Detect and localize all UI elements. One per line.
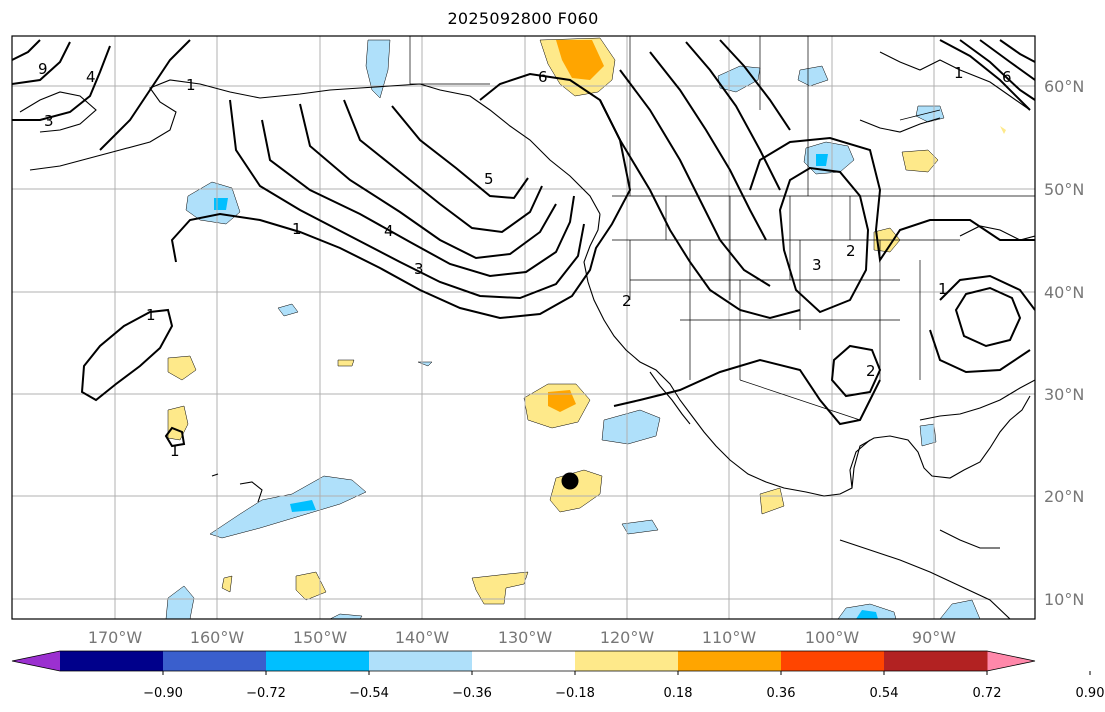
- contour-label: 1: [954, 64, 964, 82]
- lat-label: 10°N: [1044, 590, 1084, 609]
- lon-label: 160°W: [190, 628, 245, 647]
- colorbar-segment: [60, 651, 164, 671]
- contour-label: 3: [414, 260, 424, 278]
- lon-label: 90°W: [912, 628, 956, 647]
- lon-label: 140°W: [395, 628, 450, 647]
- colorbar-segment: [369, 651, 473, 671]
- contour-label: 1: [292, 220, 302, 238]
- contour-label: 1: [170, 442, 180, 460]
- colorbar-tick-label: 0.36: [767, 686, 796, 701]
- contour-label: 2: [866, 362, 876, 380]
- colorbar-segment: [781, 651, 885, 671]
- colorbar-outline: [11, 650, 1036, 672]
- contour-label: 6: [1002, 68, 1012, 86]
- gridlines: [12, 36, 1035, 619]
- colorbar-tick-label: 0.72: [973, 686, 1002, 701]
- colorbar-segment: [575, 651, 679, 671]
- lon-label: 120°W: [600, 628, 655, 647]
- lon-label: 150°W: [293, 628, 348, 647]
- contour-labels: 9 4 3 1 1 1 4 3 5 6 2 3 2 1 2 1 6 1: [38, 60, 1012, 460]
- lat-label: 60°N: [1044, 77, 1084, 96]
- political-borders: [409, 36, 1035, 421]
- contour-label: 5: [484, 170, 494, 188]
- colorbar-tick-label: −0.72: [246, 686, 286, 701]
- lat-label: 30°N: [1044, 385, 1084, 404]
- contour-label: 3: [44, 112, 54, 130]
- colorbar-segment: [678, 651, 782, 671]
- colorbar-tick-label: −0.54: [349, 686, 389, 701]
- colorbar-tick-label: 0.54: [870, 686, 899, 701]
- colorbar-min-extend: [12, 651, 60, 671]
- lat-label: 20°N: [1044, 487, 1084, 506]
- lat-label: 50°N: [1044, 180, 1084, 199]
- lat-label: 40°N: [1044, 283, 1084, 302]
- contour-label: 6: [538, 68, 548, 86]
- contour-label: 2: [846, 242, 856, 260]
- colorbar-max-extend: [987, 651, 1035, 671]
- colorbar-tick-label: −0.36: [452, 686, 492, 701]
- latitude-labels: 60°N 50°N 40°N 30°N 20°N 10°N: [1044, 77, 1084, 609]
- lon-label: 170°W: [88, 628, 143, 647]
- contour-label: 4: [384, 222, 394, 240]
- colorbar-tick-label: −0.90: [143, 686, 183, 701]
- contour-label: 9: [38, 60, 48, 78]
- contour-label: 4: [86, 68, 96, 86]
- lon-label: 110°W: [702, 628, 757, 647]
- contour-label: 1: [186, 76, 196, 94]
- lon-label: 100°W: [805, 628, 860, 647]
- contour-lines: [12, 39, 1035, 448]
- contour-label: 3: [812, 256, 822, 274]
- colorbar-segment: [884, 651, 988, 671]
- storm-center-marker: [561, 472, 579, 490]
- colorbar-tick-label: −0.18: [555, 686, 595, 701]
- map-title: 2025092800 F060: [447, 9, 599, 28]
- contour-label: 1: [938, 280, 948, 298]
- colorbar-segment: [266, 651, 370, 671]
- lon-label: 130°W: [498, 628, 553, 647]
- coastlines: [19, 51, 1035, 619]
- contour-label: 1: [146, 306, 156, 324]
- colorbar-segment: [472, 651, 576, 671]
- contour-label: 2: [622, 292, 632, 310]
- colorbar-segment: [163, 651, 267, 671]
- longitude-labels: 170°W 160°W 150°W 140°W 130°W 120°W 110°…: [88, 628, 956, 647]
- colorbar-tick-label: 0.90: [1076, 686, 1105, 701]
- map-frame: [11, 35, 1036, 620]
- map-background: [12, 36, 1035, 619]
- colorbar: −0.90 −0.72 −0.54 −0.36 −0.18 0.18 0.36 0.54 0.7…: [11, 650, 1105, 701]
- colorbar-tick-label: 0.18: [664, 686, 693, 701]
